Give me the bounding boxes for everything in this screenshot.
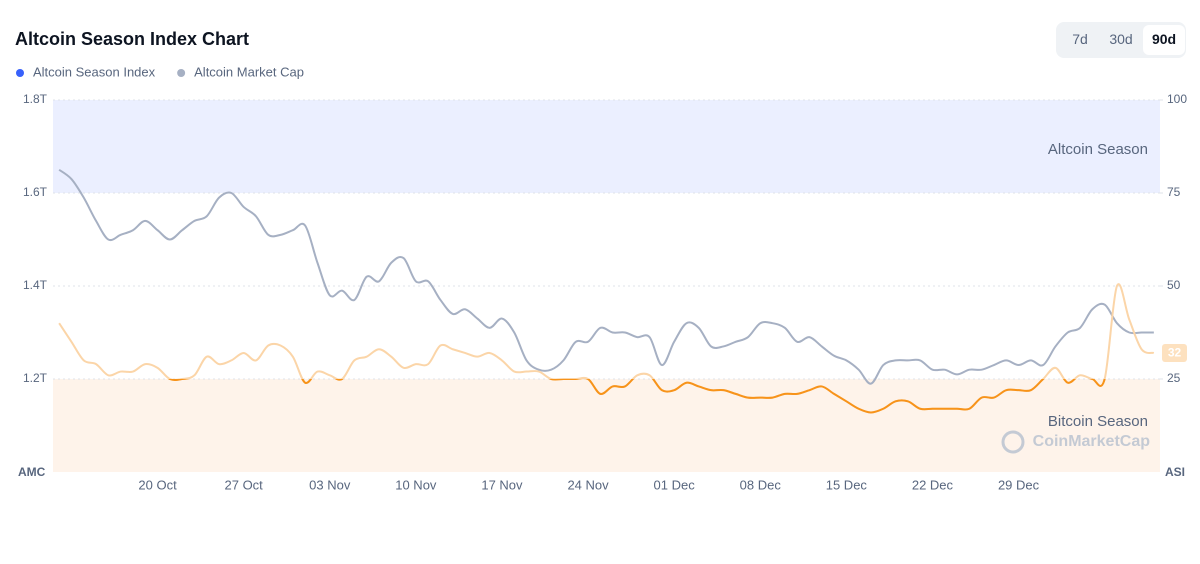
legend-label[interactable]: Altcoin Season Index — [33, 64, 156, 79]
band-label: Altcoin Season — [1048, 141, 1148, 158]
y2-tick-label: 25 — [1167, 371, 1181, 385]
legend-marker — [16, 69, 24, 77]
x-tick-label: 08 Dec — [740, 477, 782, 492]
y-tick-label: 1.6T — [23, 185, 48, 199]
watermark-logo — [1001, 430, 1025, 454]
series-line-highlight — [167, 379, 1106, 414]
x-tick-label: 03 Nov — [309, 477, 351, 492]
y-axis-label: AMC — [18, 465, 46, 479]
legend-label[interactable]: Altcoin Market Cap — [194, 64, 304, 79]
x-tick-label: 20 Oct — [138, 477, 177, 492]
range-button[interactable]: 7d — [1072, 31, 1088, 47]
y2-tick-label: 50 — [1167, 278, 1181, 292]
value-badge — [1162, 343, 1187, 362]
season-band — [53, 379, 1160, 472]
y-tick-label: 1.8T — [23, 92, 48, 106]
y-tick-label: 1.4T — [23, 278, 48, 292]
x-tick-label: 24 Nov — [567, 477, 609, 492]
x-tick-label: 17 Nov — [481, 477, 523, 492]
range-button[interactable]: 90d — [1152, 31, 1176, 47]
season-band — [53, 100, 1160, 193]
legend-marker — [177, 69, 186, 77]
x-tick-label: 29 Dec — [998, 477, 1040, 492]
x-tick-label: 15 Dec — [826, 477, 868, 492]
series-line — [58, 168, 1154, 385]
y2-tick-label: 100 — [1167, 92, 1187, 106]
x-tick-label: 01 Dec — [654, 477, 696, 492]
y2-axis-label: ASI — [1165, 465, 1185, 479]
band-label: Bitcoin Season — [1048, 413, 1148, 430]
range-button-active — [1143, 25, 1185, 55]
x-tick-label: 27 Oct — [225, 477, 264, 492]
value-badge-label: 32 — [1168, 346, 1182, 360]
y2-tick-label: 75 — [1167, 185, 1181, 199]
x-tick-label: 22 Dec — [912, 477, 954, 492]
range-button[interactable]: 30d — [1109, 31, 1132, 47]
y-tick-label: 1.2T — [23, 371, 48, 385]
x-tick-label: 10 Nov — [395, 477, 437, 492]
watermark: CoinMarketCap — [1033, 433, 1151, 450]
chart-title: Altcoin Season Index Chart — [15, 29, 249, 49]
